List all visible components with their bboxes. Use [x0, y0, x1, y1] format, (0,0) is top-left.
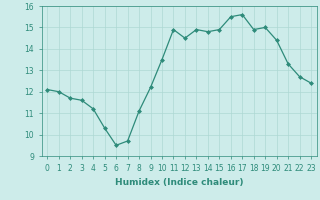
X-axis label: Humidex (Indice chaleur): Humidex (Indice chaleur) — [115, 178, 244, 187]
